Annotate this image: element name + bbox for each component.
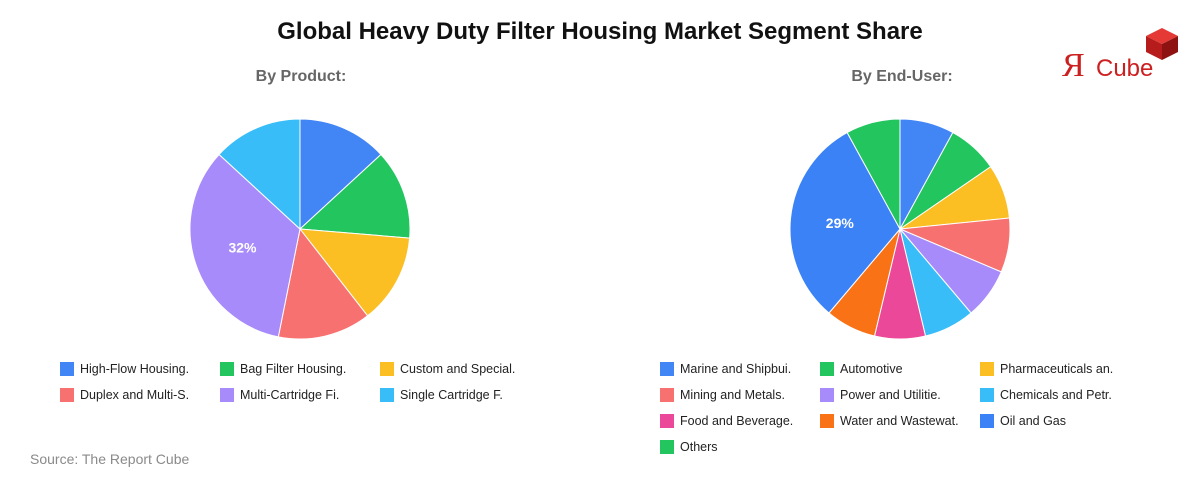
logo-mark: Я [1062, 47, 1085, 82]
enduser-legend-swatch [820, 362, 834, 376]
enduser-chart-subtitle: By End-User: [851, 68, 953, 85]
enduser-legend-label: Mining and Metals. [680, 388, 785, 402]
enduser-legend-label: Others [680, 440, 718, 454]
product-chart-subtitle: By Product: [255, 68, 347, 85]
enduser-legend-swatch [980, 388, 994, 402]
enduser-legend-item: Food and Beverage. [660, 413, 793, 429]
enduser-legend-label: Chemicals and Petr. [1000, 388, 1112, 402]
enduser-legend-label: Pharmaceuticals an. [1000, 362, 1114, 376]
product-legend-label: Custom and Special. [400, 362, 516, 376]
enduser-legend-swatch [660, 362, 674, 376]
enduser-legend-item: Automotive [820, 361, 903, 377]
enduser-legend-swatch [820, 414, 834, 428]
product-legend-item: Bag Filter Housing. [220, 361, 346, 377]
product-slice-0 [299, 118, 382, 231]
product-legend-swatch [220, 362, 234, 376]
enduser-legend-item: Marine and Shipbui. [660, 361, 791, 377]
enduser-slice-9 [846, 118, 901, 230]
product-legend-swatch [60, 362, 74, 376]
enduser-legend-label: Water and Wastewat. [840, 414, 959, 428]
chart-title: Global Heavy Duty Filter Housing Market … [277, 18, 923, 45]
enduser-legend-swatch [660, 414, 674, 428]
logo-text: Cube [1096, 55, 1153, 82]
product-legend-label: Single Cartridge F. [400, 388, 503, 402]
enduser-legend-swatch [980, 362, 994, 376]
enduser-slice-8 [789, 131, 901, 314]
product-slice-1 [298, 153, 411, 239]
enduser-legend-label: Marine and Shipbui. [680, 362, 792, 376]
report-cube-logo: Я Cube [1062, 28, 1178, 82]
product-slice-5 [218, 118, 301, 231]
product-legend-label: Bag Filter Housing. [240, 362, 347, 376]
enduser-slice-8-label: 29% [826, 215, 855, 231]
enduser-legend: Marine and Shipbui. Automotive Pharmaceuti… [660, 361, 1180, 461]
enduser-legend-label: Power and Utilitie. [840, 388, 941, 402]
product-slice-4 [189, 153, 301, 338]
enduser-legend-item: Pharmaceuticals an. [980, 361, 1113, 377]
enduser-legend-label: Oil and Gas [1000, 414, 1067, 428]
enduser-legend-swatch [660, 388, 674, 402]
product-legend-item: Custom and Special. [380, 361, 515, 377]
enduser-legend-label: Automotive [840, 362, 903, 376]
enduser-legend-item: Mining and Metals. [660, 387, 785, 403]
product-slice-3 [277, 227, 369, 340]
product-legend-swatch [380, 388, 394, 402]
product-legend-item: Duplex and Multi-S. [60, 387, 189, 403]
product-legend-swatch [220, 388, 234, 402]
product-legend-swatch [380, 362, 394, 376]
enduser-legend-item: Water and Wastewat. [820, 413, 959, 429]
enduser-legend-item: Oil and Gas [980, 413, 1066, 429]
product-legend-item: High-Flow Housing. [60, 361, 189, 377]
enduser-legend-swatch [660, 440, 674, 454]
enduser-legend-swatch [980, 414, 994, 428]
enduser-legend-label: Food and Beverage. [680, 414, 794, 428]
source-note: Source: The Report Cube [30, 451, 190, 467]
product-legend-item: Multi-Cartridge Fi. [220, 387, 339, 403]
product-legend: High-Flow Housing. Bag Filter Housing. Cus… [60, 361, 580, 421]
enduser-legend-item: Chemicals and Petr. [980, 387, 1112, 403]
product-slice-2 [298, 228, 411, 317]
product-slice-4-label: 32% [228, 240, 257, 256]
product-legend-label: Duplex and Multi-S. [80, 388, 190, 402]
product-legend-item: Single Cartridge F. [380, 387, 503, 403]
product-legend-label: High-Flow Housing. [80, 362, 190, 376]
enduser-legend-item: Others [660, 439, 718, 455]
enduser-legend-swatch [820, 388, 834, 402]
product-legend-swatch [60, 388, 74, 402]
product-legend-label: Multi-Cartridge Fi. [240, 388, 340, 402]
enduser-legend-item: Power and Utilitie. [820, 387, 941, 403]
